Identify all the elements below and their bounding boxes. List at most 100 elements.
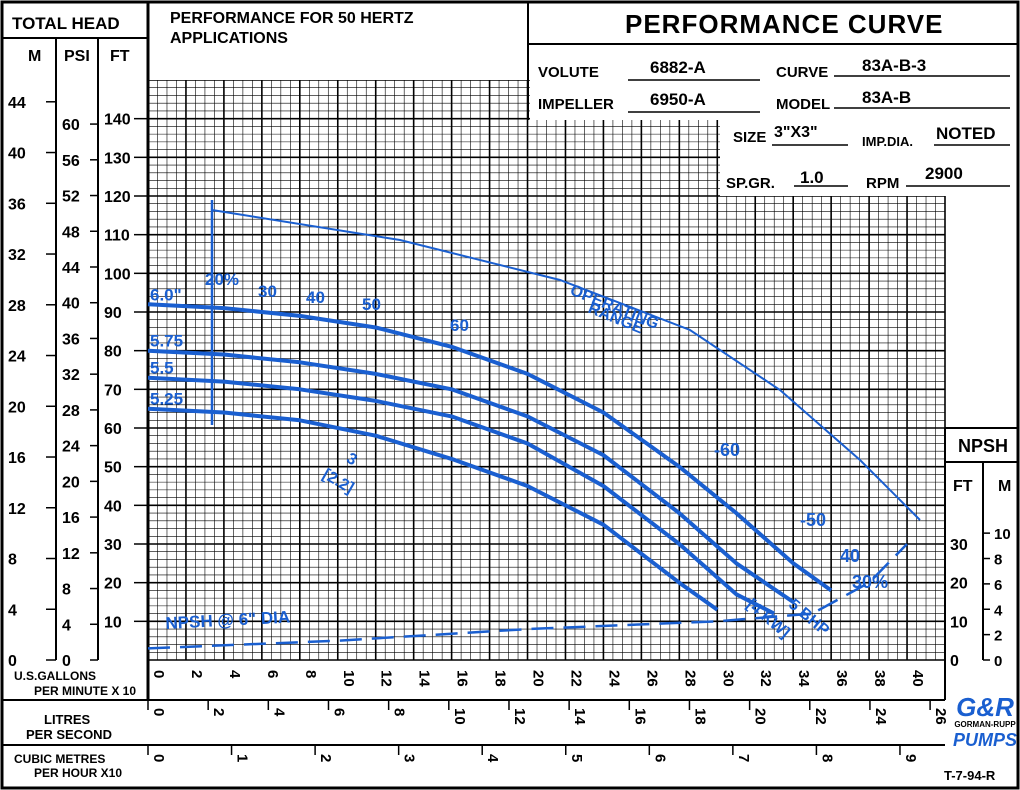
impeller-value: 6950-A — [650, 90, 706, 109]
psi-tick-label: 32 — [62, 367, 80, 384]
m-tick-label: 16 — [8, 450, 26, 467]
cmh-tick-label: 9 — [902, 754, 919, 762]
m-tick-label: 8 — [8, 552, 17, 569]
gpm-tick-label: 32 — [757, 670, 774, 687]
curve-label: CURVE — [776, 64, 829, 81]
ft-tick-label: 40 — [104, 498, 122, 515]
spgr-label: SP.GR. — [726, 175, 775, 192]
lps-tick-label: 12 — [511, 708, 528, 725]
cmh-tick-label: 7 — [735, 754, 752, 762]
lps-tick-label: 20 — [752, 708, 769, 725]
lps-tick-label: 14 — [571, 708, 588, 725]
gpm-tick-label: 20 — [530, 670, 547, 687]
psi-tick-label: 0 — [62, 653, 71, 670]
unit-m: M — [28, 48, 42, 65]
npsh-m-tick-label: 10 — [994, 526, 1011, 543]
cmh-label-2: PER HOUR X10 — [34, 766, 123, 780]
lps-tick-label: 0 — [150, 708, 167, 716]
impdia-value: NOTED — [936, 124, 996, 143]
spec-bg-1 — [530, 80, 1020, 120]
head-curve — [147, 375, 776, 616]
efficiency-label: 60 — [450, 316, 469, 335]
psi-tick-label: 8 — [62, 582, 71, 599]
chart-grid — [147, 79, 946, 661]
volute-value: 6882-A — [650, 58, 706, 77]
rpm-value: 2900 — [925, 164, 963, 183]
lps-tick-label: 10 — [451, 708, 468, 725]
lps-tick-label: 22 — [812, 708, 829, 725]
document-code: T-7-94-R — [944, 768, 996, 783]
psi-tick-label: 16 — [62, 510, 80, 527]
npsh-m-tick-label: 2 — [994, 628, 1002, 645]
model-label: MODEL — [776, 96, 831, 113]
lps-tick-label: 6 — [330, 708, 347, 716]
size-value: 3"X3" — [774, 124, 818, 141]
head-curve — [147, 406, 719, 612]
gpm-tick-label: 10 — [340, 670, 357, 687]
m-tick-label: 12 — [8, 501, 26, 518]
m-tick-label: 20 — [8, 399, 26, 416]
psi-tick-label: 24 — [62, 439, 80, 456]
rpm-label: RPM — [866, 175, 900, 192]
ft-tick-label: 10 — [104, 614, 122, 631]
psi-tick-label: 12 — [62, 546, 80, 563]
company-logo: G&R GORMAN-RUPP PUMPS — [950, 694, 1020, 758]
m-tick-label: 36 — [8, 196, 26, 213]
gpm-tick-label: 38 — [871, 670, 888, 687]
npsh-title: NPSH — [958, 436, 1009, 456]
gpm-tick-label: 26 — [643, 670, 660, 687]
efficiency-label: 30 — [258, 282, 277, 301]
psi-tick-label: 36 — [62, 331, 80, 348]
lps-tick-label: 4 — [270, 708, 287, 717]
gpm-tick-label: 36 — [833, 670, 850, 687]
cmh-tick-label: 0 — [150, 754, 167, 762]
ft-tick-label: 30 — [104, 537, 122, 554]
axis-ticks: 1020304050607080901001101201301400481216… — [8, 95, 1011, 763]
ft-tick-label: 140 — [104, 112, 131, 129]
psi-tick-label: 28 — [62, 403, 80, 420]
cmh-tick-label: 5 — [568, 754, 585, 762]
lps-tick-label: 16 — [631, 708, 648, 725]
m-tick-label: 28 — [8, 298, 26, 315]
gpm-tick-label: 2 — [188, 670, 205, 678]
impeller-dia-label: 6.0" — [150, 285, 182, 304]
ft-tick-label: 120 — [104, 189, 131, 206]
cmh-label-1: CUBIC METRES — [14, 752, 106, 766]
gpm-label-1: U.S.GALLONS — [14, 669, 97, 683]
model-value: 83A-B — [862, 88, 912, 107]
chart-title-left-1: PERFORMANCE FOR 50 HERTZ — [170, 10, 414, 27]
total-head-label: TOTAL HEAD — [12, 14, 120, 33]
cmh-tick-label: 4 — [484, 754, 501, 763]
efficiency-label: 50 — [362, 295, 381, 314]
npsh-ft-tick-label: 0 — [950, 653, 959, 670]
ft-tick-label: 60 — [104, 421, 122, 438]
unit-ft: FT — [110, 48, 130, 65]
cmh-tick-label: 3 — [401, 754, 418, 762]
logo-mark: G&R — [956, 692, 1014, 722]
volute-label: VOLUTE — [538, 64, 599, 81]
bhp-3-label: 3 — [343, 450, 360, 470]
ft-tick-label: 90 — [104, 305, 122, 322]
gpm-tick-label: 6 — [264, 670, 281, 678]
logo-company-name: GORMAN-RUPP — [954, 720, 1016, 729]
head-curves: 6.0" 5.75 5.5 5.25 20% 30 40 50 60 — [147, 200, 921, 650]
npsh-m-tick-label: 0 — [994, 653, 1002, 670]
psi-tick-label: 40 — [62, 296, 80, 313]
psi-tick-label: 56 — [62, 153, 80, 170]
gpm-tick-label: 14 — [416, 670, 433, 687]
kw-22-label: [2.2] — [319, 466, 357, 498]
eff-50-label: -50 — [800, 510, 827, 530]
m-tick-label: 0 — [8, 653, 17, 670]
spec-bg-2 — [720, 120, 1020, 196]
m-tick-label: 24 — [8, 349, 26, 366]
size-label: SIZE — [733, 129, 767, 146]
ft-tick-label: 80 — [104, 344, 122, 361]
curve-value: 83A-B-3 — [862, 56, 927, 75]
head-curve — [147, 348, 795, 604]
ft-tick-label: 50 — [104, 460, 122, 477]
lps-tick-label: 8 — [391, 708, 408, 716]
efficiency-label: 40 — [306, 288, 325, 307]
npsh-m-tick-label: 8 — [994, 552, 1002, 569]
